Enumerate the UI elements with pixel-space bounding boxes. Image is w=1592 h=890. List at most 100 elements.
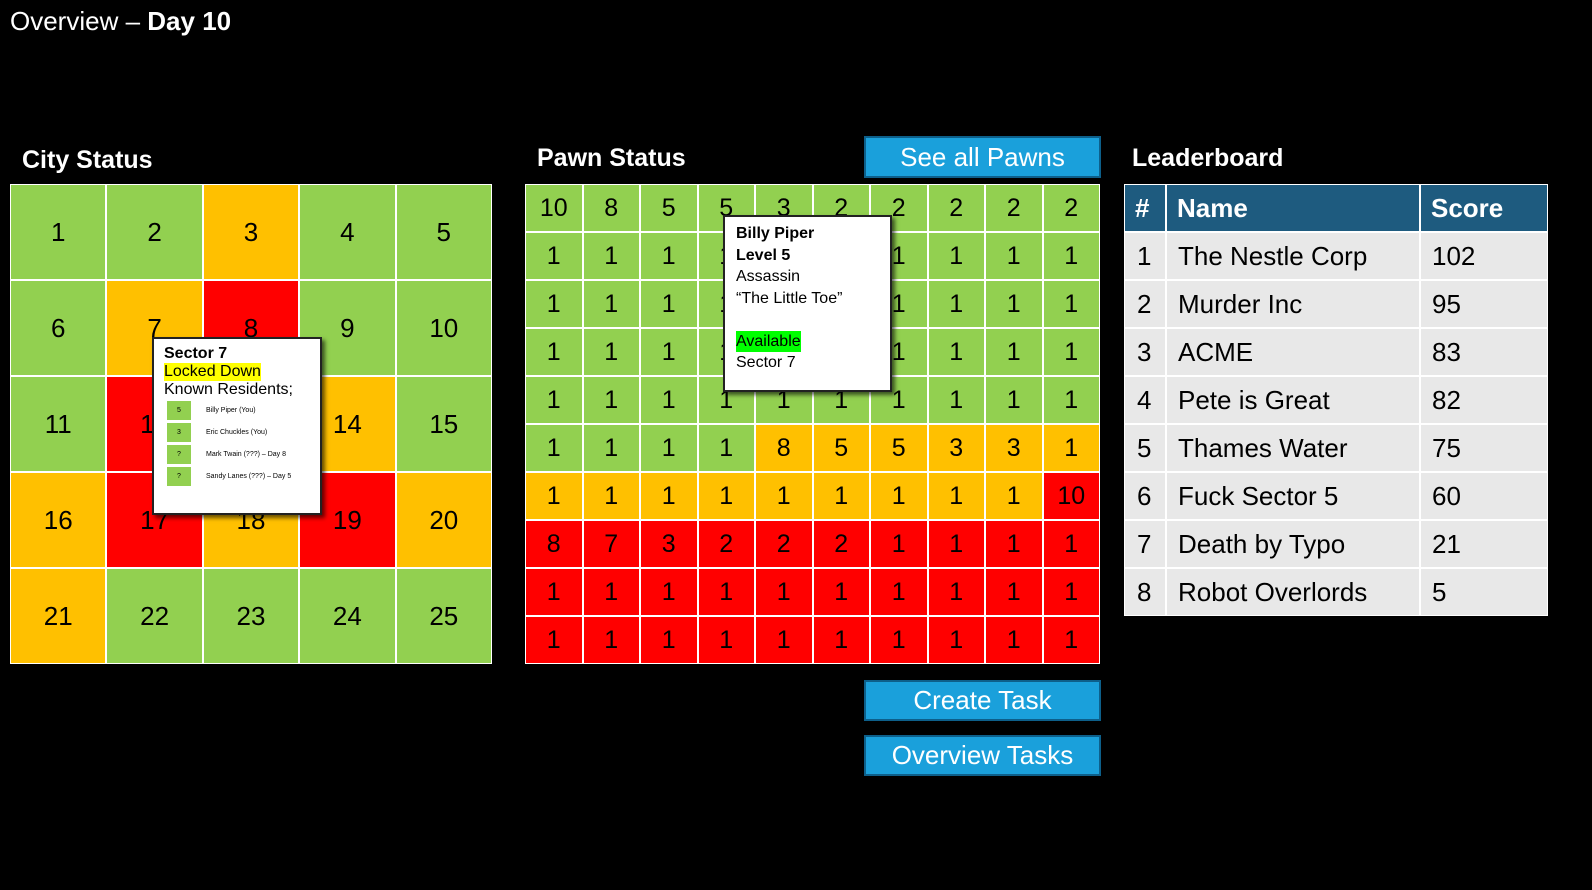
- pawn-cell[interactable]: 1: [812, 616, 870, 664]
- city-cell[interactable]: 24: [299, 568, 396, 664]
- pawn-cell[interactable]: 1: [985, 568, 1043, 616]
- pawn-cell[interactable]: 1: [525, 424, 583, 472]
- pawn-cell[interactable]: 1: [525, 616, 583, 664]
- pawn-cell[interactable]: 1: [870, 520, 928, 568]
- pawn-cell[interactable]: 1: [927, 568, 985, 616]
- pawn-cell[interactable]: 2: [697, 520, 755, 568]
- create-task-button[interactable]: Create Task: [864, 680, 1101, 721]
- pawn-cell[interactable]: 2: [812, 520, 870, 568]
- pawn-cell[interactable]: 1: [927, 328, 985, 376]
- pawn-cell[interactable]: 1: [812, 472, 870, 520]
- pawn-cell[interactable]: 1: [582, 472, 640, 520]
- pawn-cell[interactable]: 1: [1042, 424, 1100, 472]
- pawn-cell[interactable]: 1: [985, 376, 1043, 424]
- pawn-cell[interactable]: 2: [927, 184, 985, 232]
- pawn-cell[interactable]: 1: [640, 376, 698, 424]
- pawn-cell[interactable]: 1: [525, 472, 583, 520]
- pawn-cell[interactable]: 7: [582, 520, 640, 568]
- pawn-cell[interactable]: 1: [870, 616, 928, 664]
- pawn-cell[interactable]: 2: [985, 184, 1043, 232]
- pawn-cell[interactable]: 8: [582, 184, 640, 232]
- pawn-cell[interactable]: 1: [812, 568, 870, 616]
- pawn-cell[interactable]: 1: [525, 376, 583, 424]
- pawn-cell[interactable]: 1: [582, 232, 640, 280]
- pawn-cell[interactable]: 1: [525, 328, 583, 376]
- pawn-cell[interactable]: 2: [755, 520, 813, 568]
- pawn-cell[interactable]: 10: [1042, 472, 1100, 520]
- pawn-cell[interactable]: 5: [870, 424, 928, 472]
- pawn-cell[interactable]: 1: [582, 616, 640, 664]
- pawn-cell[interactable]: 1: [525, 232, 583, 280]
- city-cell[interactable]: 15: [395, 376, 492, 472]
- city-cell[interactable]: 20: [395, 472, 492, 568]
- pawn-cell[interactable]: 1: [927, 520, 985, 568]
- pawn-cell[interactable]: 1: [870, 568, 928, 616]
- see-all-pawns-button[interactable]: See all Pawns: [864, 136, 1101, 178]
- pawn-cell[interactable]: 5: [812, 424, 870, 472]
- pawn-cell[interactable]: 1: [582, 280, 640, 328]
- pawn-cell[interactable]: 1: [640, 616, 698, 664]
- city-cell[interactable]: 16: [10, 472, 107, 568]
- pawn-cell[interactable]: 10: [525, 184, 583, 232]
- pawn-cell[interactable]: 1: [697, 472, 755, 520]
- pawn-cell[interactable]: 1: [582, 328, 640, 376]
- pawn-cell[interactable]: 1: [927, 280, 985, 328]
- city-cell[interactable]: 23: [202, 568, 300, 664]
- pawn-cell[interactable]: 1: [985, 616, 1043, 664]
- overview-tasks-button[interactable]: Overview Tasks: [864, 735, 1101, 776]
- pawn-cell[interactable]: 1: [1042, 568, 1100, 616]
- pawn-cell[interactable]: 1: [640, 568, 698, 616]
- pawn-cell[interactable]: 3: [927, 424, 985, 472]
- pawn-cell[interactable]: 1: [640, 424, 698, 472]
- pawn-cell[interactable]: 1: [640, 472, 698, 520]
- pawn-cell[interactable]: 1: [985, 328, 1043, 376]
- pawn-cell[interactable]: 1: [755, 616, 813, 664]
- pawn-cell[interactable]: 1: [1042, 616, 1100, 664]
- city-cell[interactable]: 3: [202, 184, 300, 280]
- pawn-cell[interactable]: 1: [640, 328, 698, 376]
- pawn-cell[interactable]: 1: [1042, 280, 1100, 328]
- pawn-cell[interactable]: 1: [985, 280, 1043, 328]
- pawn-cell[interactable]: 5: [640, 184, 698, 232]
- pawn-cell[interactable]: 1: [640, 280, 698, 328]
- pawn-cell[interactable]: 1: [525, 280, 583, 328]
- pawn-cell[interactable]: 1: [985, 472, 1043, 520]
- city-cell[interactable]: 5: [395, 184, 492, 280]
- city-cell[interactable]: 4: [299, 184, 396, 280]
- city-cell[interactable]: 6: [10, 280, 107, 376]
- pawn-cell[interactable]: 3: [985, 424, 1043, 472]
- city-cell[interactable]: 1: [10, 184, 107, 280]
- pawn-cell[interactable]: 1: [582, 424, 640, 472]
- pawn-cell[interactable]: 1: [697, 616, 755, 664]
- pawn-cell[interactable]: 1: [927, 376, 985, 424]
- pawn-cell[interactable]: 8: [525, 520, 583, 568]
- pawn-cell[interactable]: 1: [1042, 328, 1100, 376]
- pawn-cell[interactable]: 1: [1042, 232, 1100, 280]
- pawn-cell[interactable]: 3: [640, 520, 698, 568]
- pawn-cell[interactable]: 1: [1042, 520, 1100, 568]
- pawn-cell[interactable]: 8: [755, 424, 813, 472]
- pawn-cell[interactable]: 1: [985, 520, 1043, 568]
- pawn-cell[interactable]: 1: [870, 472, 928, 520]
- pawn-cell[interactable]: 1: [755, 472, 813, 520]
- pawn-cell[interactable]: 1: [927, 616, 985, 664]
- pawn-cell[interactable]: 1: [1042, 376, 1100, 424]
- pawn-cell[interactable]: 1: [927, 232, 985, 280]
- pawn-cell[interactable]: 1: [525, 568, 583, 616]
- city-cell[interactable]: 2: [106, 184, 203, 280]
- city-cell[interactable]: 11: [10, 376, 107, 472]
- pawn-cell[interactable]: 1: [927, 472, 985, 520]
- pawn-cell[interactable]: 1: [755, 568, 813, 616]
- pawn-cell[interactable]: 1: [697, 568, 755, 616]
- city-cell[interactable]: 21: [10, 568, 107, 664]
- pawn-cell[interactable]: 1: [985, 232, 1043, 280]
- city-cell[interactable]: 25: [395, 568, 492, 664]
- city-cell[interactable]: 10: [395, 280, 492, 376]
- pawn-cell[interactable]: 1: [582, 376, 640, 424]
- pawn-cell[interactable]: 1: [582, 568, 640, 616]
- city-cell[interactable]: 22: [106, 568, 203, 664]
- pawn-cell[interactable]: 1: [640, 232, 698, 280]
- leaderboard-cell: 6: [1124, 472, 1166, 520]
- pawn-cell[interactable]: 2: [1042, 184, 1100, 232]
- pawn-cell[interactable]: 1: [697, 424, 755, 472]
